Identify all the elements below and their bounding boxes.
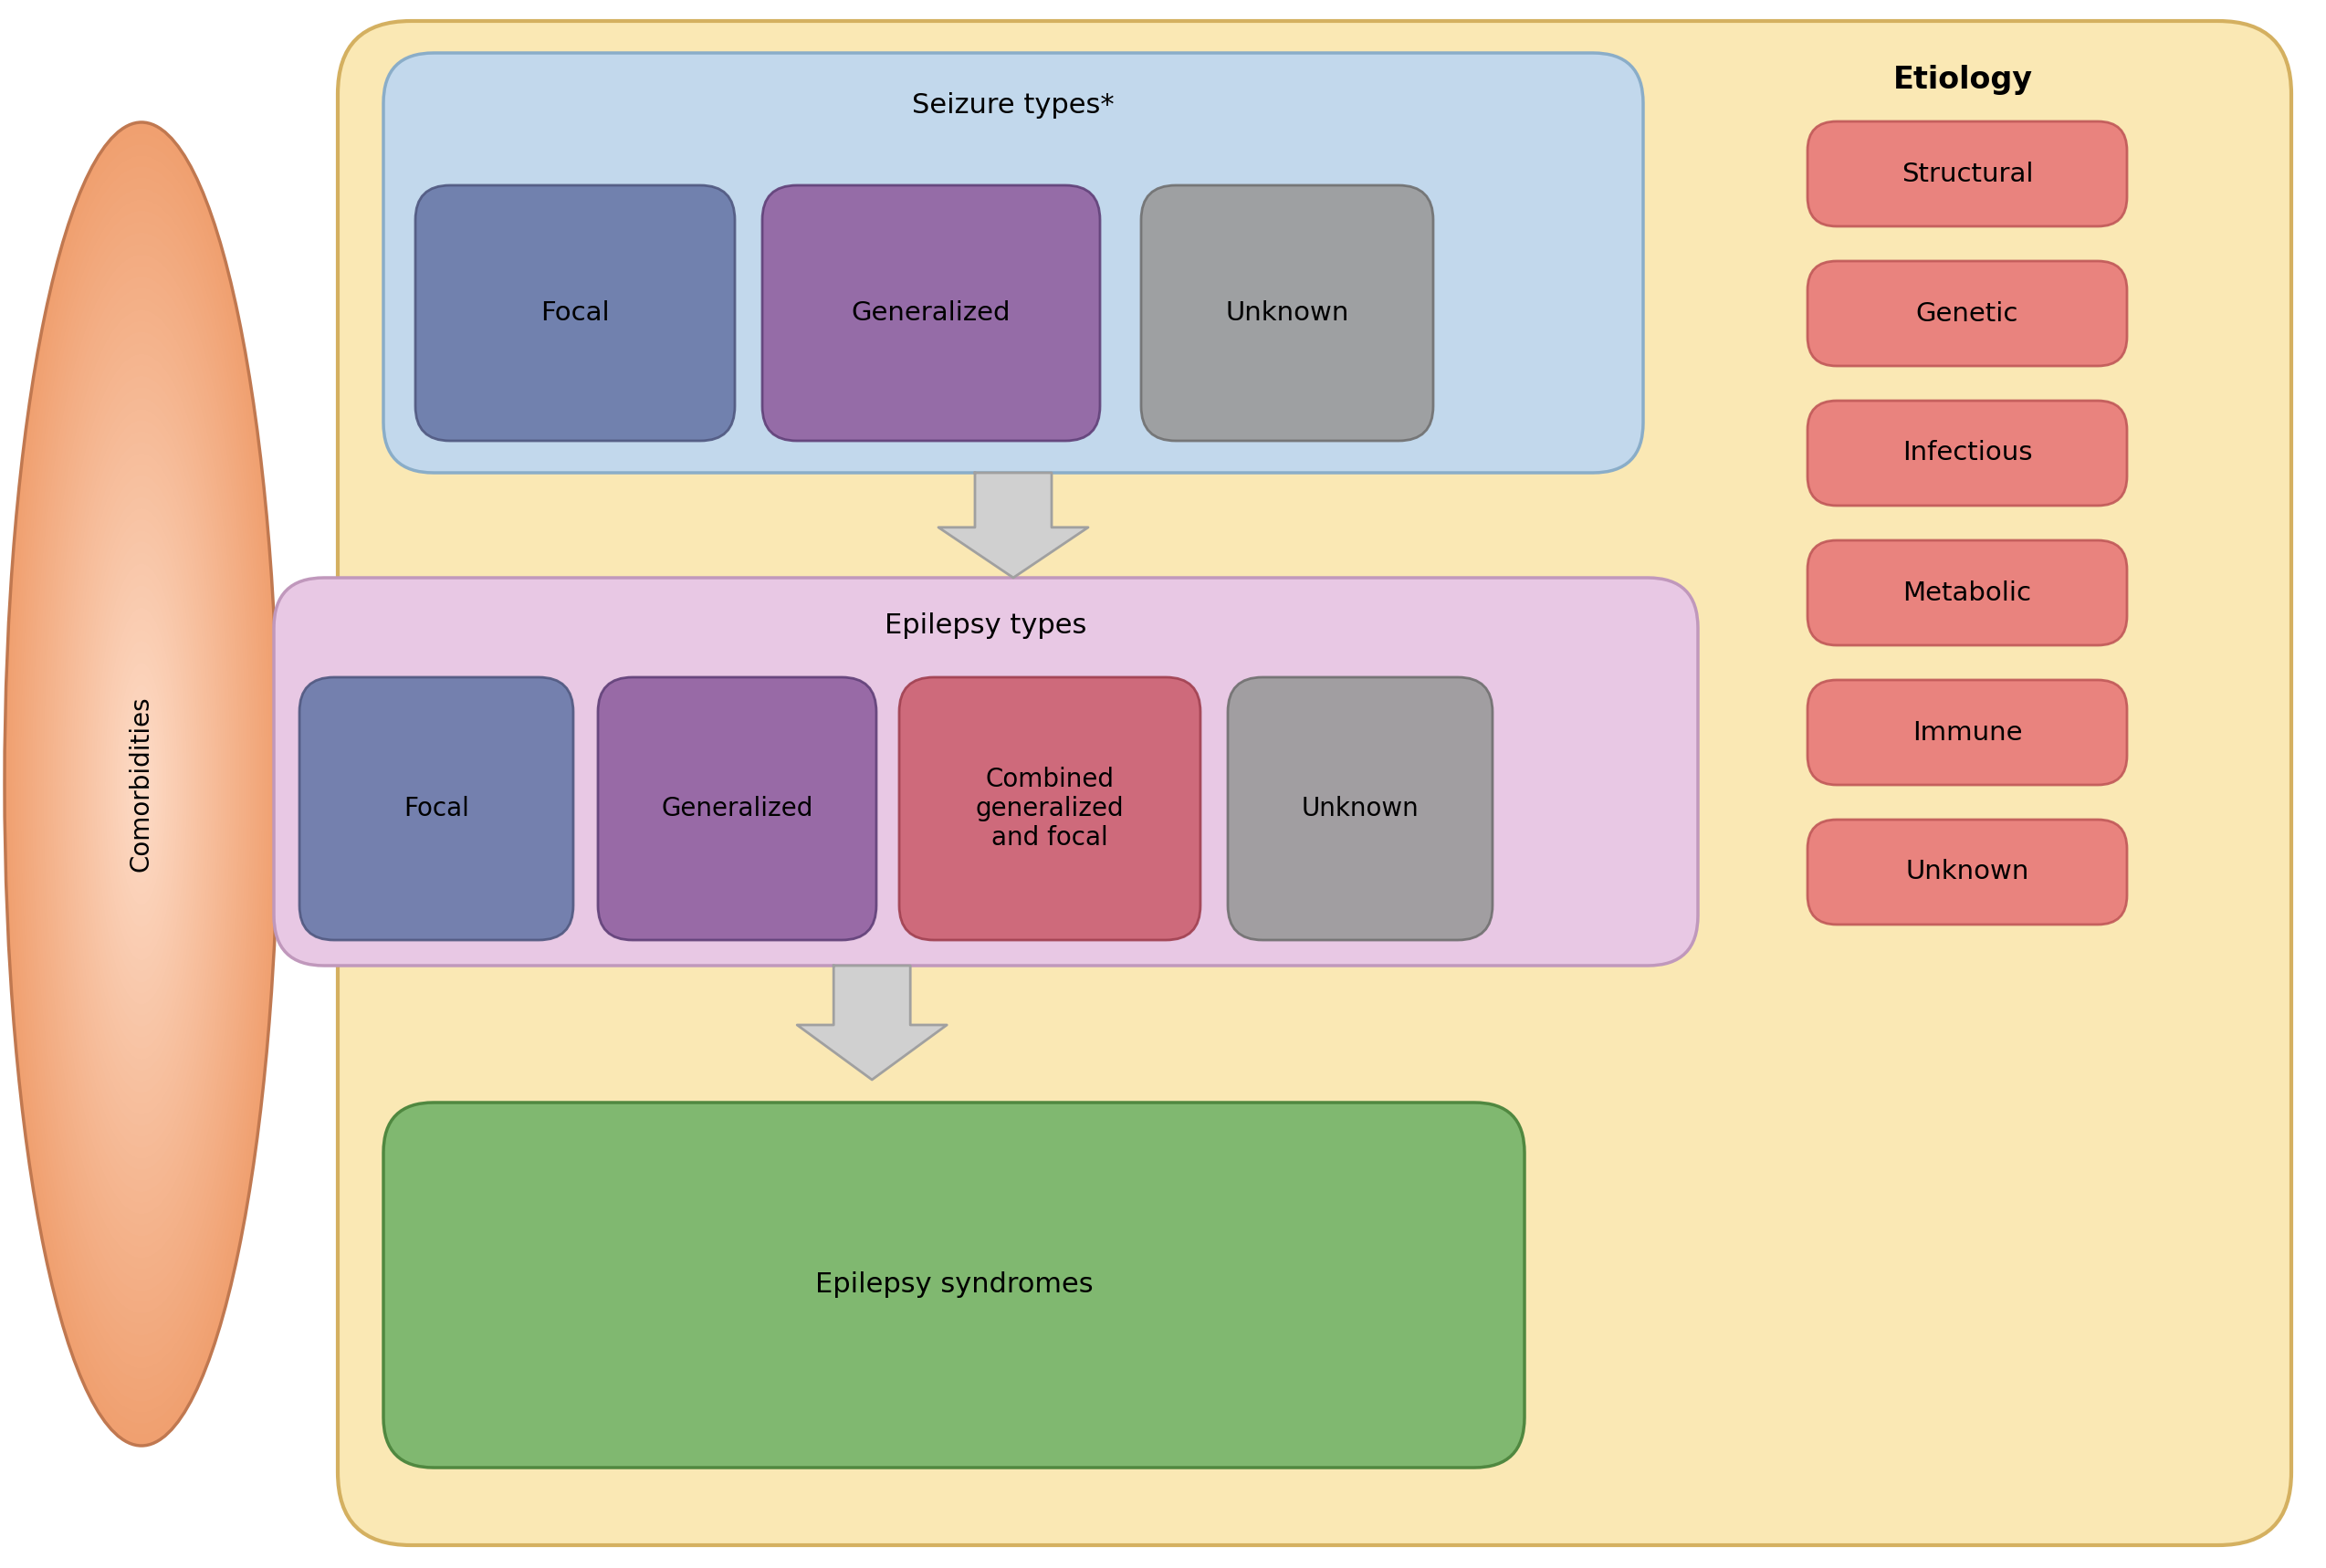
Text: Structural: Structural [1900,162,2033,187]
Text: Comorbidities: Comorbidities [128,696,154,872]
Ellipse shape [116,663,167,905]
Ellipse shape [119,674,165,894]
Ellipse shape [126,707,158,861]
Ellipse shape [79,486,202,1082]
FancyBboxPatch shape [337,20,2291,1544]
Ellipse shape [70,442,212,1126]
Ellipse shape [40,287,244,1281]
Ellipse shape [135,751,149,817]
FancyBboxPatch shape [1807,541,2126,646]
Ellipse shape [102,596,181,972]
FancyBboxPatch shape [274,577,1698,966]
Text: Unknown: Unknown [1303,797,1419,822]
Text: Epilepsy syndromes: Epilepsy syndromes [814,1272,1093,1298]
Ellipse shape [16,177,267,1391]
FancyBboxPatch shape [384,1102,1524,1468]
Ellipse shape [26,221,258,1347]
Ellipse shape [58,376,226,1192]
Text: Infectious: Infectious [1903,441,2033,466]
Text: Epilepsy types: Epilepsy types [884,612,1086,638]
FancyBboxPatch shape [1807,681,2126,786]
Text: Etiology: Etiology [1893,66,2033,96]
Text: Unknown: Unknown [1226,301,1349,326]
Ellipse shape [44,310,240,1258]
Ellipse shape [7,133,277,1435]
Ellipse shape [81,497,200,1071]
Text: Unknown: Unknown [1905,859,2028,884]
FancyBboxPatch shape [416,185,735,441]
Ellipse shape [93,552,188,1016]
Ellipse shape [105,607,179,961]
FancyBboxPatch shape [384,53,1642,474]
Ellipse shape [67,431,214,1137]
Ellipse shape [42,299,242,1269]
Ellipse shape [128,718,156,850]
Ellipse shape [60,398,221,1170]
Text: Metabolic: Metabolic [1903,580,2031,605]
Ellipse shape [112,641,172,927]
Ellipse shape [77,475,205,1093]
FancyBboxPatch shape [1807,121,2126,226]
FancyBboxPatch shape [598,677,877,941]
Ellipse shape [60,387,223,1181]
Ellipse shape [51,343,233,1225]
Ellipse shape [114,652,170,916]
Text: Genetic: Genetic [1917,301,2019,326]
Polygon shape [937,474,1089,577]
FancyBboxPatch shape [900,677,1200,941]
Ellipse shape [47,321,237,1247]
Ellipse shape [63,409,219,1159]
Ellipse shape [84,508,198,1060]
Ellipse shape [137,762,147,806]
Ellipse shape [109,630,174,938]
Ellipse shape [56,365,228,1203]
Ellipse shape [72,453,209,1115]
Polygon shape [798,966,947,1080]
Ellipse shape [23,210,261,1358]
FancyBboxPatch shape [1228,677,1493,941]
FancyBboxPatch shape [1807,820,2126,925]
Ellipse shape [21,199,263,1369]
Ellipse shape [107,618,177,950]
Ellipse shape [130,729,154,839]
Text: Generalized: Generalized [661,797,814,822]
Ellipse shape [95,563,186,1005]
FancyBboxPatch shape [1807,260,2126,365]
Text: Focal: Focal [540,301,609,326]
FancyBboxPatch shape [1807,401,2126,505]
Ellipse shape [53,354,230,1214]
Ellipse shape [9,144,274,1424]
Ellipse shape [35,265,249,1303]
Text: Focal: Focal [402,797,470,822]
Ellipse shape [98,574,184,994]
Ellipse shape [100,585,181,983]
Ellipse shape [74,464,207,1104]
Ellipse shape [30,243,254,1325]
Ellipse shape [121,685,163,883]
Ellipse shape [86,519,195,1049]
Text: Seizure types*: Seizure types* [912,93,1114,119]
Ellipse shape [37,276,247,1292]
Ellipse shape [5,122,279,1446]
Text: Generalized: Generalized [851,301,1012,326]
Ellipse shape [133,740,151,828]
Ellipse shape [14,166,270,1402]
Ellipse shape [28,232,256,1336]
Ellipse shape [91,541,191,1027]
Ellipse shape [33,254,251,1314]
FancyBboxPatch shape [300,677,572,941]
Text: Immune: Immune [1912,720,2021,745]
Text: Combined
generalized
and focal: Combined generalized and focal [975,767,1123,851]
Ellipse shape [88,530,193,1038]
Ellipse shape [123,696,160,872]
Ellipse shape [140,773,144,795]
Ellipse shape [49,332,235,1236]
Ellipse shape [65,420,216,1148]
Ellipse shape [12,155,272,1413]
Ellipse shape [19,188,265,1380]
FancyBboxPatch shape [1142,185,1433,441]
FancyBboxPatch shape [763,185,1100,441]
